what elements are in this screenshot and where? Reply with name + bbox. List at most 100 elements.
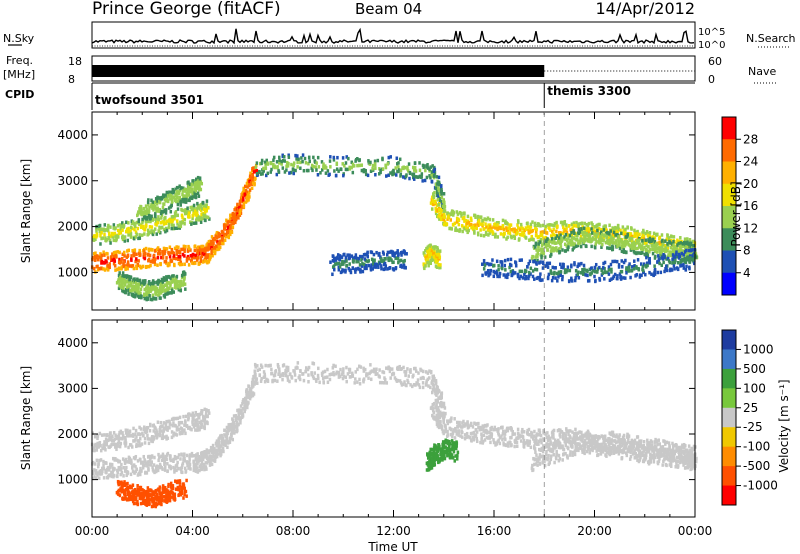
- echo-cell: [524, 268, 527, 273]
- echo-cell: [356, 156, 359, 161]
- echo-cell: [345, 155, 348, 159]
- echo-cell: [564, 237, 568, 242]
- echo-cell: [638, 232, 641, 237]
- echo-cell: [420, 172, 424, 176]
- echo-cell: [596, 228, 599, 233]
- echo-cell: [152, 498, 156, 503]
- echo-cell: [186, 208, 189, 213]
- echo-cell: [577, 270, 580, 274]
- echo-cell: [672, 264, 676, 268]
- echo-cell: [154, 257, 157, 261]
- echo-cell: [108, 473, 111, 477]
- echo-cell: [334, 173, 338, 178]
- echo-cell: [426, 258, 429, 262]
- echo-cell: [178, 254, 182, 259]
- echo-cell: [147, 454, 150, 459]
- echo-cell: [665, 257, 668, 261]
- echo-cell: [138, 222, 141, 227]
- echo-cell: [102, 466, 106, 471]
- echo-cell: [144, 470, 147, 475]
- echo-cell: [287, 153, 290, 157]
- echo-cell: [346, 167, 349, 172]
- echo-cell: [100, 472, 103, 476]
- echo-cell: [209, 255, 212, 259]
- echo-cell: [452, 213, 455, 217]
- echo-cell: [327, 173, 330, 177]
- nsky-label: N.Sky: [3, 32, 35, 45]
- echo-cell: [463, 227, 466, 231]
- echo-cell: [197, 194, 201, 198]
- echo-cell: [604, 240, 608, 245]
- echo-cell: [255, 171, 259, 176]
- echo-cell: [215, 439, 219, 443]
- echo-cell: [179, 283, 182, 288]
- echo-cell: [464, 218, 468, 223]
- echo-cell: [238, 408, 242, 412]
- echo-cell: [373, 162, 377, 166]
- echo-cell: [635, 251, 639, 255]
- echo-cell: [590, 271, 594, 275]
- echo-cell: [316, 155, 320, 160]
- echo-cell: [609, 262, 613, 267]
- echo-cell: [183, 282, 187, 286]
- echo-cell: [384, 163, 387, 168]
- echo-cell: [191, 413, 195, 418]
- echo-cell: [380, 264, 383, 268]
- echo-cell: [681, 249, 684, 254]
- echo-cell: [562, 225, 565, 230]
- echo-cell: [652, 247, 656, 251]
- echo-cell: [161, 256, 165, 260]
- echo-cell: [625, 235, 628, 239]
- echo-cell: [207, 459, 210, 463]
- echo-cell: [635, 265, 638, 269]
- echo-cell: [642, 230, 645, 234]
- echo-cell: [144, 246, 148, 251]
- echo-cell: [119, 436, 123, 441]
- echo-cell: [432, 202, 435, 207]
- echo-cell: [518, 269, 522, 274]
- echo-cell: [336, 253, 340, 257]
- echo-cell: [443, 207, 446, 211]
- echo-cell: [403, 251, 407, 256]
- echo-cell: [183, 247, 186, 251]
- echo-cell: [94, 471, 98, 475]
- echo-cell: [652, 237, 655, 242]
- echo-cell: [676, 267, 680, 271]
- echo-cell: [134, 284, 138, 288]
- echo-cell: [641, 233, 645, 237]
- echo-cell: [648, 234, 651, 238]
- echo-cell: [552, 272, 556, 276]
- echo-cell: [354, 253, 358, 257]
- echo-cell: [561, 248, 564, 252]
- echo-cell: [215, 230, 219, 235]
- echo-cell: [125, 220, 128, 225]
- echo-cell: [253, 167, 257, 172]
- echo-cell: [563, 221, 566, 226]
- echo-cell: [442, 192, 446, 196]
- echo-cell: [110, 462, 114, 467]
- echo-cell: [153, 296, 156, 301]
- echo-cell: [102, 444, 106, 448]
- echo-cell: [124, 457, 128, 462]
- echo-cell: [253, 372, 257, 376]
- echo-cell: [423, 266, 426, 271]
- echo-cell: [383, 267, 387, 271]
- echo-cell: [537, 242, 540, 246]
- echo-cell: [372, 252, 376, 257]
- echo-cell: [456, 219, 459, 224]
- echo-cell: [140, 442, 144, 446]
- echo-cell: [206, 414, 209, 419]
- echo-cell: [133, 439, 136, 443]
- echo-cell: [590, 266, 593, 270]
- echo-cell: [139, 466, 142, 471]
- echo-cell: [181, 252, 185, 257]
- echo-cell: [456, 212, 460, 216]
- echo-cell: [572, 236, 576, 240]
- echo-cell: [115, 436, 118, 441]
- echo-cell: [438, 215, 442, 219]
- echo-cell: [206, 421, 209, 426]
- echo-cell: [113, 467, 116, 471]
- echo-cell: [555, 220, 558, 225]
- echo-cell: [643, 245, 646, 250]
- echo-cell: [112, 223, 116, 227]
